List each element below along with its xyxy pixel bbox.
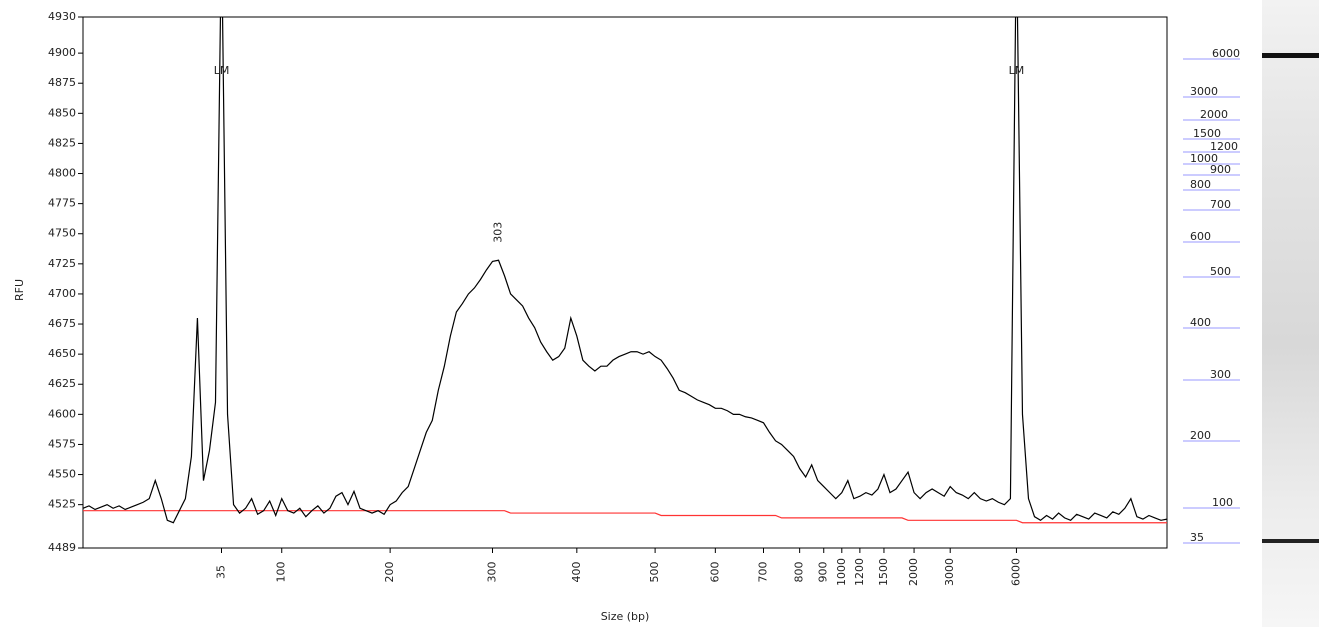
x-tick-label: 600	[708, 562, 721, 583]
marker-label: LM	[1009, 64, 1025, 77]
x-tick-label: 300	[486, 562, 499, 583]
ladder-label: 800	[1190, 178, 1211, 191]
y-tick-label: 4625	[48, 377, 76, 390]
ladder-label: 1200	[1210, 140, 1238, 153]
x-tick-label: 1000	[835, 558, 848, 586]
ladder-label: 500	[1210, 265, 1231, 278]
y-tick-label: 4775	[48, 197, 76, 210]
marker-label: LM	[214, 64, 230, 77]
trace	[83, 17, 1167, 524]
y-tick-label: 4800	[48, 167, 76, 180]
y-tick-label: 4825	[48, 136, 76, 149]
ladder-label: 600	[1190, 230, 1211, 243]
y-tick-label: 4525	[48, 498, 76, 511]
x-tick-label: 800	[793, 562, 806, 583]
x-tick-label: 3000	[943, 558, 956, 586]
y-tick-label: 4725	[48, 257, 76, 270]
x-tick-label: 400	[570, 562, 583, 583]
x-tick-label: 700	[757, 562, 770, 583]
ladder-label: 900	[1210, 163, 1231, 176]
x-tick-label: 35	[215, 565, 228, 579]
y-tick-label: 4575	[48, 437, 76, 450]
ladder-label: 35	[1190, 531, 1204, 544]
y-tick-label: 4875	[48, 76, 76, 89]
x-tick-label: 2000	[907, 558, 920, 586]
x-tick-label: 1500	[877, 558, 890, 586]
x-tick-label: 900	[817, 562, 830, 583]
ladder-label: 6000	[1212, 47, 1240, 60]
ladder-label: 700	[1210, 198, 1231, 211]
ladder-label: 1500	[1193, 127, 1221, 140]
y-tick-label: 4700	[48, 287, 76, 300]
x-tick-label: 1200	[853, 558, 866, 586]
ladder-label: 200	[1190, 429, 1211, 442]
x-axis-label: Size (bp)	[601, 610, 650, 623]
y-axis-label: RFU	[13, 279, 26, 301]
ladder-label: 1000	[1190, 152, 1218, 165]
y-tick-label: 4489	[48, 541, 76, 554]
y-tick-label: 4650	[48, 347, 76, 360]
x-tick-label: 100	[275, 562, 288, 583]
ladder-label: 300	[1210, 368, 1231, 381]
y-tick-label: 4600	[48, 407, 76, 420]
plot-clip	[83, 17, 1167, 524]
y-tick-label: 4675	[48, 317, 76, 330]
x-tick-label: 500	[648, 562, 661, 583]
x-tick-label: 6000	[1009, 558, 1022, 586]
ladder-label: 3000	[1190, 85, 1218, 98]
x-tick-label: 200	[383, 562, 396, 583]
y-tick-label: 4550	[48, 468, 76, 481]
ladder-label: 2000	[1200, 108, 1228, 121]
ladder-label: 400	[1190, 316, 1211, 329]
ladder-label: 100	[1212, 496, 1233, 509]
gel-lane	[1262, 0, 1319, 627]
y-tick-label: 4850	[48, 106, 76, 119]
peak-label: 303	[492, 222, 505, 243]
y-tick-label: 4900	[48, 46, 76, 59]
plot-area	[82, 16, 1168, 549]
y-tick-label: 4930	[48, 10, 76, 23]
y-tick-label: 4750	[48, 227, 76, 240]
